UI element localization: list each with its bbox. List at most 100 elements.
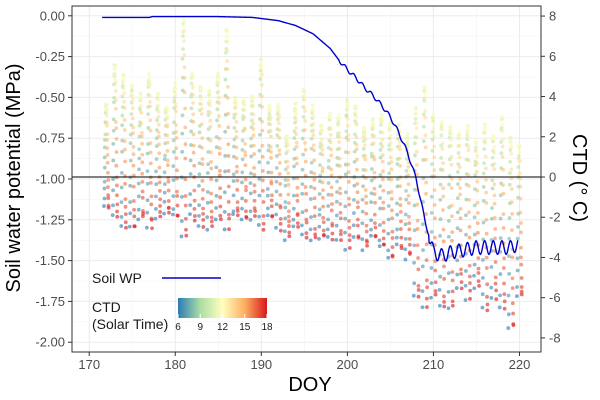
- ctd-point: [397, 140, 402, 144]
- ctd-point: [208, 99, 212, 104]
- ctd-point: [257, 214, 262, 219]
- ctd-point: [343, 162, 348, 167]
- ctd-point: [388, 155, 393, 160]
- ctd-point: [432, 188, 437, 193]
- ctd-point: [492, 167, 497, 171]
- ctd-point: [337, 164, 342, 168]
- ctd-point: [446, 271, 451, 276]
- ctd-point: [251, 143, 256, 148]
- ctd-point: [390, 208, 394, 213]
- ctd-point: [500, 114, 505, 119]
- ctd-point: [258, 117, 262, 121]
- ctd-point: [222, 227, 227, 232]
- ctd-point: [105, 146, 110, 151]
- ctd-point: [119, 224, 124, 228]
- ctd-point: [502, 306, 507, 311]
- ctd-point: [421, 248, 425, 253]
- ctd-point: [259, 67, 264, 71]
- ctd-point: [171, 178, 176, 182]
- ctd-point: [292, 136, 297, 140]
- ctd-point: [192, 163, 197, 168]
- ctd-point: [423, 115, 428, 120]
- ctd-point: [318, 163, 322, 167]
- ctd-point: [506, 326, 511, 330]
- ctd-point: [491, 136, 496, 141]
- ctd-point: [197, 183, 201, 188]
- ctd-point: [104, 107, 109, 112]
- ctd-point: [244, 215, 249, 220]
- ctd-point: [261, 200, 266, 204]
- ctd-point: [182, 76, 187, 80]
- ctd-point: [437, 287, 442, 292]
- ctd-point: [157, 142, 161, 147]
- ctd-point: [377, 244, 382, 249]
- ctd-point: [509, 187, 514, 191]
- ctd-point: [283, 205, 288, 210]
- ctd-point: [373, 225, 378, 230]
- ctd-point: [423, 133, 428, 138]
- ctd-point: [346, 170, 351, 175]
- ctd-point: [321, 204, 326, 209]
- ctd-point: [282, 238, 287, 243]
- ctd-point: [266, 170, 271, 175]
- ctd-point: [174, 130, 179, 134]
- ctd-point: [344, 129, 349, 134]
- ctd-point: [492, 145, 496, 149]
- ctd-point: [352, 159, 357, 164]
- ctd-point: [128, 158, 133, 163]
- ctd-point: [449, 203, 454, 208]
- ctd-point: [312, 158, 317, 163]
- ctd-point: [395, 201, 399, 206]
- ctd-point: [497, 305, 502, 310]
- ctd-point: [137, 167, 141, 172]
- ctd-point: [131, 163, 136, 168]
- ctd-point: [180, 149, 185, 154]
- y-right-tick-label: -4: [549, 250, 561, 265]
- ctd-point: [183, 216, 188, 221]
- ctd-point: [200, 136, 205, 141]
- ctd-point: [415, 202, 420, 207]
- ctd-point: [243, 153, 248, 158]
- ctd-point: [386, 255, 391, 260]
- ctd-point: [191, 132, 196, 137]
- ctd-point: [320, 143, 325, 148]
- ctd-point: [190, 75, 195, 80]
- ctd-point: [369, 178, 374, 183]
- ctd-point: [484, 266, 489, 270]
- ctd-point: [244, 184, 248, 189]
- ctd-point: [447, 157, 452, 162]
- ctd-point: [354, 114, 359, 119]
- ctd-point: [197, 130, 202, 135]
- ctd-point: [439, 155, 443, 160]
- ctd-point: [312, 177, 317, 182]
- ctd-point: [498, 272, 503, 276]
- ctd-point: [475, 179, 480, 184]
- ctd-point: [286, 182, 291, 187]
- ctd-point: [481, 171, 486, 176]
- ctd-point: [329, 192, 334, 197]
- x-axis-title: DOY: [288, 374, 331, 396]
- ctd-point: [508, 135, 513, 140]
- ctd-point: [171, 164, 176, 168]
- ctd-point: [250, 93, 255, 98]
- ctd-point: [122, 118, 127, 122]
- ctd-point: [213, 217, 218, 222]
- ctd-point: [147, 76, 152, 81]
- ctd-point: [406, 201, 411, 206]
- ctd-point: [320, 195, 325, 200]
- ctd-point: [403, 237, 408, 241]
- y-left-tick-label: -0.75: [35, 131, 65, 146]
- ctd-point: [172, 96, 177, 101]
- ctd-point: [412, 281, 417, 286]
- ctd-point: [440, 141, 445, 146]
- ctd-point: [145, 198, 150, 203]
- ctd-point: [369, 151, 374, 156]
- ctd-point: [472, 286, 477, 291]
- ctd-point: [502, 281, 506, 286]
- ctd-point: [501, 266, 506, 270]
- ctd-point: [162, 170, 167, 175]
- ctd-point: [308, 227, 313, 232]
- ctd-point: [372, 192, 377, 197]
- ctd-point: [252, 172, 257, 177]
- ctd-point: [500, 155, 505, 159]
